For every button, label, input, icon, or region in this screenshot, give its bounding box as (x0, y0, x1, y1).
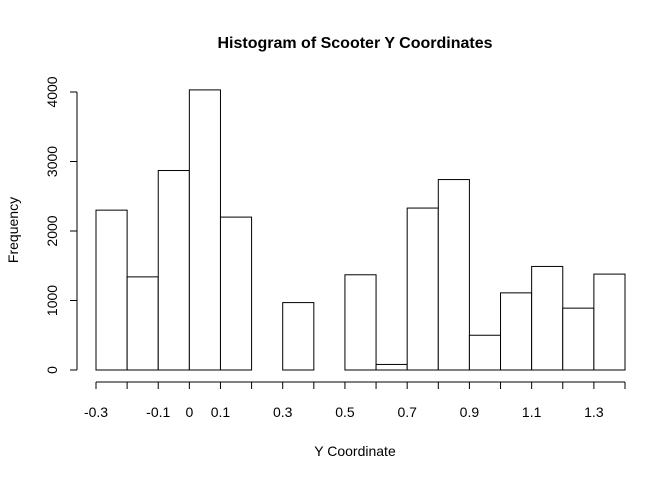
histogram-bar (219, 216, 253, 371)
y-tick-label: 4000 (44, 76, 60, 107)
histogram-bar (437, 179, 470, 371)
chart-title: Histogram of Scooter Y Coordinates (217, 35, 492, 52)
histogram-bar (95, 209, 128, 371)
histogram-bar (188, 89, 221, 371)
histogram-bar (468, 334, 502, 371)
histogram-bar (593, 273, 626, 371)
x-tick-label: 0.1 (211, 404, 231, 420)
histogram-bar (500, 292, 533, 371)
histogram-bar (157, 170, 190, 371)
histogram-bar (562, 307, 595, 371)
y-tick-label: 1000 (44, 285, 60, 316)
y-axis-label: Frequency (5, 197, 21, 263)
histogram-bar (126, 276, 159, 371)
x-tick-label: 1.1 (522, 404, 542, 420)
y-axis: 0 1000 2000 3000 4000 (44, 76, 78, 374)
x-axis: -0.3 -0.1 0 0.1 0.3 0.5 0.7 0.9 1.1 1.3 (84, 381, 626, 420)
histogram-bar (282, 302, 315, 371)
x-tick-label: -0.1 (146, 404, 170, 420)
y-tick-label: 0 (44, 366, 60, 374)
x-tick-label: 1.3 (584, 404, 604, 420)
x-axis-label: Y Coordinate (314, 443, 396, 459)
x-tick-label: 0.9 (460, 404, 480, 420)
x-tick-label: 0.7 (397, 404, 417, 420)
bars-group (95, 89, 626, 371)
histogram-bar (406, 207, 439, 371)
x-tick-label: 0.3 (273, 404, 293, 420)
x-tick-label: 0.5 (335, 404, 355, 420)
y-tick-label: 2000 (44, 215, 60, 246)
histogram-bar (531, 265, 564, 371)
histogram-bar (375, 363, 408, 371)
y-tick-label: 3000 (44, 146, 60, 177)
histogram-bar (344, 274, 377, 371)
x-tick-label: -0.3 (84, 404, 108, 420)
x-tick-label: 0 (185, 404, 193, 420)
